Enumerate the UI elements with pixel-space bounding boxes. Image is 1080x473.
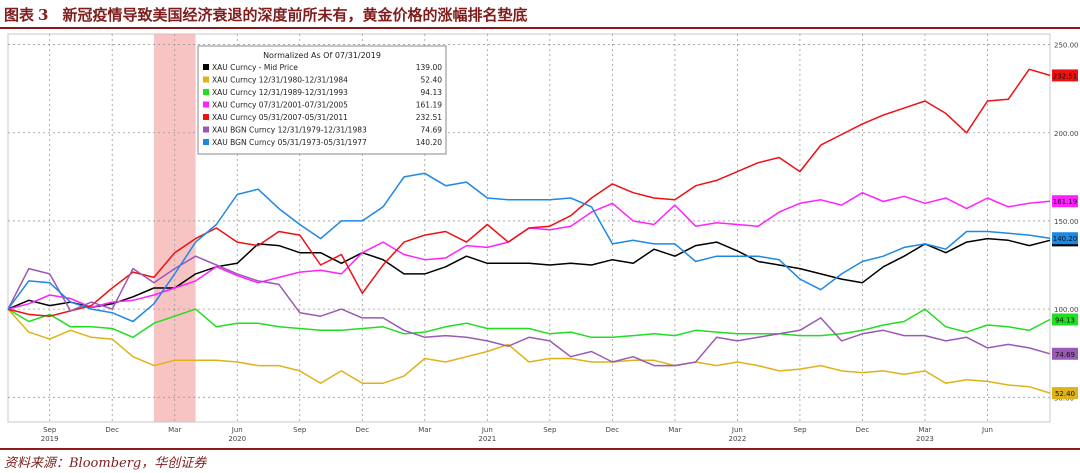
legend-swatch-2	[203, 89, 209, 95]
x-month-label: Sep	[43, 426, 57, 434]
x-month-label: Sep	[793, 426, 807, 434]
x-month-label: Mar	[418, 426, 431, 434]
legend-label-6: XAU BGN Curncy 05/31/1973-05/31/1977	[212, 138, 367, 147]
legend-swatch-3	[203, 101, 209, 108]
figure-number: 3	[38, 6, 49, 24]
legend-value-4: 232.51	[416, 113, 442, 122]
value-tag-1: 52.40	[1055, 390, 1075, 398]
x-year-label: 2019	[41, 435, 59, 443]
title-rule	[0, 27, 1080, 29]
legend-label-5: XAU BGN Curncy 12/31/1979-12/31/1983	[212, 126, 367, 135]
series-line-6	[7, 172, 1051, 323]
x-year-label: 2020	[228, 435, 246, 443]
figure-title-text: 新冠疫情导致美国经济衰退的深度前所未有，黄金价格的涨幅排名垫底	[62, 6, 528, 24]
legend-value-5: 74.69	[421, 126, 443, 135]
legend-swatch-1	[203, 76, 209, 83]
legend-value-6: 140.20	[416, 138, 442, 147]
x-month-label: Jun	[231, 426, 243, 434]
x-month-label: Dec	[606, 426, 620, 434]
x-year-label: 2022	[728, 435, 746, 443]
value-tag-3: 161.19	[1053, 198, 1078, 206]
y-tick-label: 200.00	[1054, 130, 1079, 138]
y-tick-label: 250.00	[1054, 42, 1079, 50]
legend-label-1: XAU Curncy 12/31/1980-12/31/1984	[212, 76, 348, 85]
gold-normalized-line-chart: 50.00100.00150.00200.00250.00SepDecMarJu…	[7, 33, 1079, 443]
figure-title: 图表 3 新冠疫情导致美国经济衰退的深度前所未有，黄金价格的涨幅排名垫底	[4, 4, 527, 25]
x-year-label: 2023	[916, 435, 934, 443]
value-tag-bg-3	[1052, 195, 1078, 208]
x-month-label: Dec	[105, 426, 119, 434]
y-tick-label: 100.00	[1054, 306, 1079, 314]
x-year-label: 2021	[478, 435, 496, 443]
x-month-label: Jun	[481, 426, 493, 434]
legend-swatch-0	[203, 64, 209, 70]
x-month-label: Dec	[856, 426, 870, 434]
series-line-2	[7, 308, 1051, 339]
value-tag-bg-2	[1052, 313, 1078, 326]
series-line-4	[7, 68, 1051, 317]
value-tag-bg-5	[1052, 347, 1078, 360]
legend-value-3: 161.19	[416, 101, 442, 110]
legend-label-3: XAU Curncy 07/31/2001-07/31/2005	[212, 101, 348, 110]
x-month-label: Mar	[168, 426, 181, 434]
legend-swatch-5	[203, 126, 209, 133]
source-note: 资料来源：Bloomberg，华创证券	[4, 456, 207, 471]
series-line-1	[7, 308, 1051, 394]
legend-box	[197, 45, 447, 155]
value-tag-4: 232.51	[1053, 72, 1078, 80]
value-tag-6: 140.20	[1053, 235, 1078, 243]
value-tag-2: 94.13	[1055, 316, 1075, 324]
value-tag-bg-4	[1052, 69, 1078, 82]
value-tag-bg-1	[1052, 387, 1078, 400]
legend-swatch-6	[203, 139, 209, 145]
x-month-label: Dec	[356, 426, 370, 434]
legend-label-2: XAU Curncy 12/31/1989-12/31/1993	[212, 88, 348, 97]
legend-value-2: 94.13	[421, 88, 443, 97]
x-month-label: Sep	[543, 426, 557, 434]
source-rule	[0, 448, 1080, 450]
value-tag-bg-6	[1052, 232, 1078, 245]
x-month-label: Jun	[981, 426, 993, 434]
x-month-label: Mar	[668, 426, 681, 434]
x-month-label: Mar	[918, 426, 931, 434]
legend-title: Normalized As Of 07/31/2019	[263, 51, 381, 60]
figure-label: 图表	[4, 6, 35, 24]
series-line-0	[7, 237, 1051, 310]
x-month-label: Jun	[731, 426, 743, 434]
y-tick-label: 150.00	[1054, 218, 1079, 226]
x-month-label: Sep	[293, 426, 307, 434]
legend-label-0: XAU Curncy - Mid Price	[212, 63, 298, 72]
value-tag-5: 74.69	[1055, 351, 1075, 359]
legend-value-0: 139.00	[416, 63, 442, 72]
recession-band	[153, 34, 196, 422]
legend-value-1: 52.40	[421, 76, 443, 85]
legend-label-4: XAU Curncy 05/31/2007-05/31/2011	[212, 113, 348, 122]
legend-swatch-4	[203, 114, 209, 120]
